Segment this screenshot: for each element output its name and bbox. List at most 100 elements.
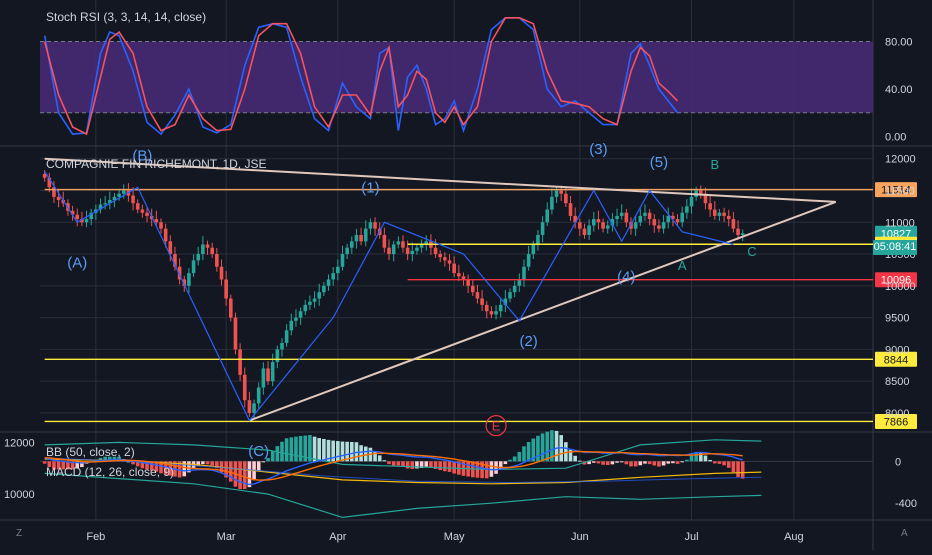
candle-body	[98, 204, 103, 210]
candle-body	[215, 254, 219, 267]
macd-histogram-bar	[703, 455, 708, 462]
stoch-series-k	[43, 17, 679, 136]
candle-body	[396, 241, 401, 245]
macd-histogram-bar	[103, 456, 107, 462]
macd-histogram-bar	[531, 438, 536, 462]
macd-histogram-bar	[415, 461, 419, 469]
macd-histogram-bar	[66, 461, 70, 470]
candle-body	[284, 330, 289, 344]
macd-histogram-bar	[568, 449, 573, 462]
candle-body	[75, 214, 80, 220]
macd-histogram-bar	[145, 461, 149, 470]
stoch-rsi-panel	[40, 17, 873, 136]
macd-histogram-bar	[284, 438, 289, 462]
price-title[interactable]: COMPAGNIE FIN RICHEMONT, 1D, JSE	[46, 157, 267, 171]
candle-body	[89, 212, 93, 220]
bb-ytick: 10000	[4, 489, 35, 501]
candle-body	[308, 301, 312, 305]
stoch-band	[40, 41, 873, 113]
bb-upper-band	[44, 439, 762, 471]
candle-body	[559, 190, 564, 194]
price-ytick: 11500	[885, 185, 915, 197]
macd-histogram-bar	[396, 461, 401, 466]
price-ytick: 12000	[885, 154, 916, 166]
candle-body	[270, 362, 275, 382]
candle-body	[401, 241, 405, 248]
candle-body	[578, 222, 582, 229]
candle-body	[624, 212, 629, 223]
macd-histogram-bar	[601, 461, 605, 465]
level-label-l7866: 7866	[884, 416, 908, 428]
macd-histogram-bar	[359, 445, 363, 462]
candle-body	[303, 304, 308, 312]
candle-body	[368, 222, 373, 229]
candle-body	[322, 285, 326, 293]
macd-histogram-bar	[298, 435, 303, 462]
candle-body	[187, 273, 191, 286]
stoch-ytick: 40.00	[885, 84, 913, 96]
time-xtick: Apr	[329, 531, 346, 543]
macd-histogram-bar	[75, 461, 80, 469]
macd-histogram-bar	[266, 458, 270, 462]
candle-body	[661, 222, 666, 229]
zoom-toggle-button[interactable]: Z	[16, 528, 23, 539]
macd-histogram-bar	[629, 461, 633, 467]
candle-body	[470, 285, 475, 293]
macd-histogram-bar	[517, 451, 522, 462]
candle-body	[438, 254, 443, 258]
macd-histogram-bar	[149, 461, 154, 471]
wave-label-wA: (A)	[67, 254, 87, 271]
candle-body	[233, 317, 238, 350]
candle-body	[666, 215, 671, 223]
candle-body	[154, 219, 159, 223]
candle-body	[680, 212, 685, 223]
candle-body	[443, 257, 447, 261]
macd-histogram-bar	[731, 461, 736, 473]
bb-title[interactable]: BB (50, close, 2)	[46, 445, 135, 459]
wave-label-w4: (4)	[617, 268, 635, 285]
macd-histogram-bar	[512, 456, 517, 462]
macd-histogram-bar	[112, 456, 117, 462]
macd-histogram-bar	[647, 461, 652, 465]
candle-body	[498, 304, 503, 312]
macd-histogram-bar	[726, 461, 731, 468]
macd-histogram-bar	[722, 461, 726, 466]
auto-scale-button[interactable]: A	[901, 528, 908, 539]
macd-histogram-bar	[564, 442, 568, 462]
candle-body	[731, 219, 736, 229]
time-xtick: Aug	[784, 531, 804, 543]
candle-body	[722, 212, 726, 216]
macd-histogram-bar	[587, 461, 591, 465]
macd-histogram-bar	[215, 461, 219, 469]
stoch-rsi-title[interactable]: Stoch RSI (3, 3, 14, 14, close)	[46, 10, 207, 24]
macd-histogram-bar	[680, 461, 685, 463]
candle-body	[275, 349, 280, 363]
level-tag-l11514	[875, 182, 917, 198]
macd-histogram-bar	[159, 461, 163, 474]
macd-histogram-bar	[540, 433, 545, 462]
macd-panel	[40, 430, 873, 519]
candle-body	[582, 228, 587, 235]
macd-histogram-bar	[661, 461, 666, 466]
macd-histogram-bar	[108, 456, 112, 462]
time-xtick: Feb	[86, 531, 105, 543]
macd-histogram-bar	[303, 435, 308, 462]
macd-histogram-bar	[196, 461, 201, 466]
candle-body	[135, 203, 140, 210]
candle-body	[657, 225, 661, 229]
candle-body	[633, 222, 638, 229]
macd-ytick: -400	[895, 498, 917, 510]
wave-label-wB: (B)	[132, 148, 152, 165]
macd-histogram-bar	[615, 461, 619, 463]
macd-title[interactable]: MACD (12, 26, close, 9)	[46, 465, 175, 479]
candle-body	[726, 215, 731, 220]
wave-label-wC: (C)	[248, 443, 269, 460]
macd-histogram-bar	[452, 461, 456, 474]
macd-histogram-bar	[633, 461, 638, 467]
candle-body	[210, 247, 214, 255]
time-xtick: May	[444, 531, 465, 543]
macd-histogram-bar	[345, 441, 349, 462]
macd-histogram-bar	[140, 461, 145, 469]
